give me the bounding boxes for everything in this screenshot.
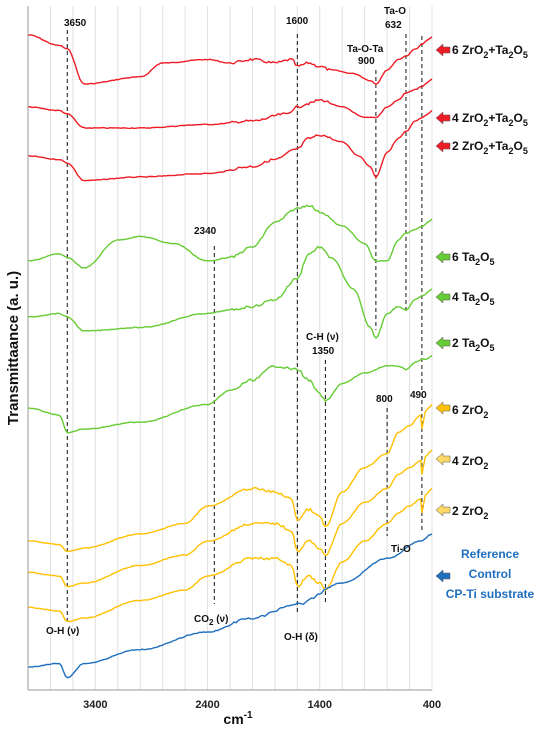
x-tick-label: 2400 (195, 699, 219, 711)
legend-2-ta2o5: 2 Ta2O5 (452, 336, 495, 353)
legend-arrows (435, 43, 451, 583)
x-tick-label: 400 (423, 699, 441, 711)
reference-vlines (66, 30, 423, 622)
legend-arrow-icon (435, 139, 451, 153)
series-line (27, 204, 433, 269)
legend-arrow-icon (435, 43, 451, 57)
legend-4-ta2o5: 4 Ta2O5 (452, 290, 495, 307)
annotation-3650: 3650 (64, 18, 87, 29)
annotation-2340: 2340 (194, 226, 217, 237)
series-line (27, 404, 433, 552)
annotation-o-h-bend: O-H (δ) (284, 632, 318, 643)
legend-6-zro2: 6 ZrO2 (452, 403, 488, 420)
annotation-490: 490 (410, 390, 427, 401)
annotation-1600: 1600 (286, 16, 309, 27)
legend-arrow-icon (435, 503, 451, 517)
grid-lines (49, 6, 433, 690)
annotation-ti-o: Ti-O (391, 544, 411, 555)
annotation-1350: 1350 (312, 346, 335, 357)
series-line (27, 487, 433, 623)
legend-6-ta2o5: 6 Ta2O5 (452, 250, 495, 267)
annotation-c-h-stretch: C-H (ν) (306, 332, 339, 343)
annotation-o-h-stretch: O-H (ν) (46, 626, 79, 637)
legend-arrow-icon (435, 401, 451, 415)
x-axis-label: cm-1 (223, 710, 253, 727)
annotation-ta-o: Ta-O (384, 6, 406, 17)
annotation-900: 900 (358, 56, 375, 67)
legend-2-zro2: 2 ZrO2 (452, 504, 488, 521)
series-line (27, 245, 433, 339)
x-tick-label: 3400 (83, 699, 107, 711)
legend-6-zro2-ta2o5: 6 ZrO2+Ta2O5 (452, 43, 528, 60)
legend-arrow-icon (435, 250, 451, 264)
legend-cp-ti-substrate: CP-Ti substrate (446, 587, 535, 601)
series-line (27, 354, 433, 434)
annotation-ta-o-ta: Ta-O-Ta (347, 44, 384, 55)
annotation-co2: CO2 (ν) (194, 614, 228, 627)
legend-arrow-icon (435, 569, 451, 583)
series-line (27, 533, 433, 679)
series-line (27, 449, 433, 588)
legend-control: Control (469, 567, 512, 581)
legend-arrow-icon (435, 290, 451, 304)
legend-reference: Reference (461, 547, 519, 561)
x-tick-label: 1400 (308, 699, 332, 711)
series-line (27, 34, 433, 85)
series-line (27, 109, 433, 182)
legend-4-zro2-ta2o5: 4 ZrO2+Ta2O5 (452, 111, 528, 128)
series-line (27, 78, 433, 130)
annotation-632: 632 (385, 20, 402, 31)
legend-2-zro2-ta2o5: 2 ZrO2+Ta2O5 (452, 139, 528, 156)
legend-arrow-icon (435, 336, 451, 350)
x-axis-label-sup: -1 (244, 710, 253, 721)
legend-arrow-icon (435, 111, 451, 125)
x-tick-labels: 3400 2400 1400 400 (83, 699, 441, 711)
legend-arrow-icon (435, 452, 451, 466)
legend-4-zro2: 4 ZrO2 (452, 454, 488, 471)
annotation-800: 800 (376, 394, 393, 405)
y-axis-label: Transmittaance (a. u.) (5, 271, 22, 425)
series-lines (27, 34, 433, 679)
